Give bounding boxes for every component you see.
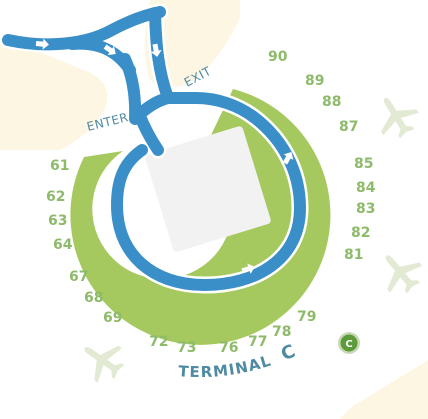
gate-number: 63 [48,213,67,229]
land-shape-upper-left [0,38,108,150]
gate-number: 73 [177,340,196,356]
arrow-icon [241,263,255,274]
gate-number: 79 [297,309,316,325]
arrow-icon [35,38,49,50]
gate-number: 88 [322,94,341,110]
gate-number: 72 [149,334,168,350]
terminal-letter: C [278,340,299,365]
arrow-icon [150,43,162,57]
airplane-icon [380,97,419,139]
gate-number: 83 [356,201,375,217]
gate-number: 90 [268,49,288,65]
gate-number: 87 [339,119,358,135]
terminal-badge-icon: C [338,332,360,354]
gate-number: 76 [219,340,238,356]
airplane-icon [84,345,125,383]
arrow-icon [282,151,294,165]
gate-number: 82 [351,225,370,241]
gate-number: 89 [305,73,324,89]
gate-number: 77 [248,334,267,350]
terminal-badge-letter: C [345,339,352,350]
arrow-icon [103,44,116,56]
roadways [0,3,309,294]
arrow-icon [130,226,142,239]
gate-number: 64 [53,237,73,253]
gate-number: 62 [46,189,65,205]
gate-number: 68 [84,290,103,306]
gate-number: 85 [354,156,373,172]
gate-number: 81 [344,247,363,263]
gate-number: 61 [50,158,69,174]
gate-number: 67 [69,269,88,285]
direction-arrows [35,38,294,274]
gate-number: 78 [272,324,291,340]
gate-number: 69 [103,310,122,326]
land-shape-top [144,0,240,89]
gate-numbers: 90 89 88 87 85 84 83 82 81 79 78 77 76 7… [46,49,376,356]
terminal-building [145,126,271,252]
terminal-concourse [70,89,331,345]
airplane-icon [385,255,423,294]
gate-number: 84 [356,180,376,196]
airplanes [84,97,423,383]
land-shape-lower-right [340,360,428,419]
